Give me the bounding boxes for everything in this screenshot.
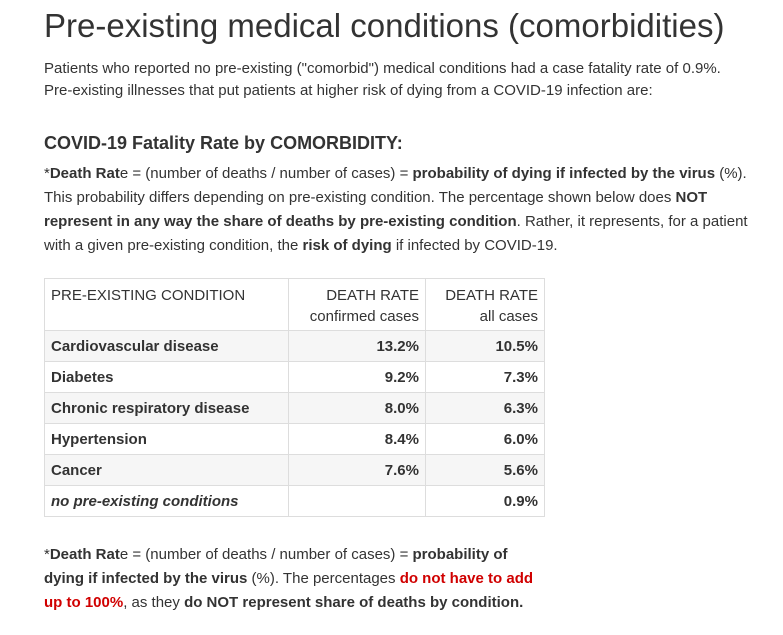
asterisk: * bbox=[44, 546, 50, 563]
condition-cell: Cancer bbox=[44, 454, 289, 486]
table-row: no pre-existing conditions 0.9% bbox=[44, 485, 545, 517]
probability-text: probability of dying if infected by the … bbox=[44, 546, 508, 587]
header-all-cases-label: all cases bbox=[479, 308, 538, 325]
condition-cell: Hypertension bbox=[44, 423, 289, 455]
risk-of-dying-text: risk of dying bbox=[302, 237, 392, 254]
note-sentence-4: if infected by COVID-19. bbox=[391, 237, 558, 254]
confirmed-rate-cell: 8.4% bbox=[288, 423, 426, 455]
table-row: Hypertension 8.4% 6.0% bbox=[44, 423, 545, 455]
as-they-text: , as they bbox=[123, 594, 185, 611]
fatality-rate-table: PRE-EXISTING CONDITION DEATH RATE confir… bbox=[44, 278, 545, 517]
not-represent-text: NOT represent in any way the share of de… bbox=[44, 189, 708, 230]
header-confirmed-cases-label: confirmed cases bbox=[309, 308, 419, 325]
asterisk: * bbox=[44, 165, 50, 182]
percent-suffix: (%). bbox=[715, 165, 747, 182]
confirmed-rate-cell: 8.0% bbox=[288, 392, 426, 424]
header-death-rate-all: DEATH RATE all cases bbox=[425, 278, 545, 331]
section-heading: COVID-19 Fatality Rate by COMORBIDITY: bbox=[44, 133, 403, 153]
death-rate-term: Death Rat bbox=[49, 546, 120, 563]
definition-note-bottom: *Death Rate = (number of deaths / number… bbox=[44, 543, 544, 615]
header-death-rate-confirmed: DEATH RATE confirmed cases bbox=[288, 278, 426, 331]
percentages-text: (%). The percentages bbox=[247, 570, 400, 587]
formula-text: = (number of deaths / number of cases) = bbox=[128, 546, 413, 563]
condition-cell: Cardiovascular disease bbox=[44, 330, 289, 362]
all-rate-cell: 5.6% bbox=[425, 454, 545, 486]
condition-cell: Chronic respiratory disease bbox=[44, 392, 289, 424]
confirmed-rate-cell: 7.6% bbox=[288, 454, 426, 486]
all-rate-cell: 0.9% bbox=[425, 485, 545, 517]
table-row: Chronic respiratory disease 8.0% 6.3% bbox=[44, 392, 545, 424]
note-sentence-3: . Rather, it represents, for a patient w… bbox=[44, 213, 748, 254]
death-rate-term-tail: e bbox=[119, 546, 129, 563]
all-rate-cell: 6.3% bbox=[425, 392, 545, 424]
condition-cell: Diabetes bbox=[44, 361, 289, 393]
table-header-row: PRE-EXISTING CONDITION DEATH RATE confir… bbox=[44, 278, 545, 331]
not-add-up-warning: do not have to add up to 100% bbox=[44, 570, 534, 611]
header-condition: PRE-EXISTING CONDITION bbox=[44, 278, 289, 331]
all-rate-cell: 6.0% bbox=[425, 423, 545, 455]
page-title: Pre-existing medical conditions (comorbi… bbox=[44, 7, 725, 44]
header-death-rate-label: DEATH RATE bbox=[445, 287, 538, 304]
table-row: Cancer 7.6% 5.6% bbox=[44, 454, 545, 486]
table-row: Cardiovascular disease 13.2% 10.5% bbox=[44, 330, 545, 362]
all-rate-cell: 10.5% bbox=[425, 330, 545, 362]
definition-note-top: *Death Rate = (number of deaths / number… bbox=[44, 162, 764, 258]
note-sentence-2: This probability differs depending on pr… bbox=[44, 189, 676, 206]
intro-paragraph: Patients who reported no pre-existing ("… bbox=[44, 58, 764, 102]
confirmed-rate-cell: 9.2% bbox=[288, 361, 426, 393]
all-rate-cell: 7.3% bbox=[425, 361, 545, 393]
death-rate-term-tail: e bbox=[119, 165, 129, 182]
intro-line-2: Pre-existing illnesses that put patients… bbox=[44, 82, 653, 99]
not-share-of-deaths-text: do NOT represent share of deaths by cond… bbox=[184, 594, 524, 611]
confirmed-rate-cell: 13.2% bbox=[288, 330, 426, 362]
condition-cell: no pre-existing conditions bbox=[44, 485, 289, 517]
intro-line-1: Patients who reported no pre-existing ("… bbox=[44, 60, 721, 77]
table-row: Diabetes 9.2% 7.3% bbox=[44, 361, 545, 393]
formula-text: = (number of deaths / number of cases) = bbox=[128, 165, 413, 182]
probability-text: probability of dying if infected by the … bbox=[412, 165, 716, 182]
confirmed-rate-cell bbox=[288, 485, 426, 517]
death-rate-term: Death Rat bbox=[49, 165, 120, 182]
header-death-rate-label: DEATH RATE bbox=[326, 287, 419, 304]
